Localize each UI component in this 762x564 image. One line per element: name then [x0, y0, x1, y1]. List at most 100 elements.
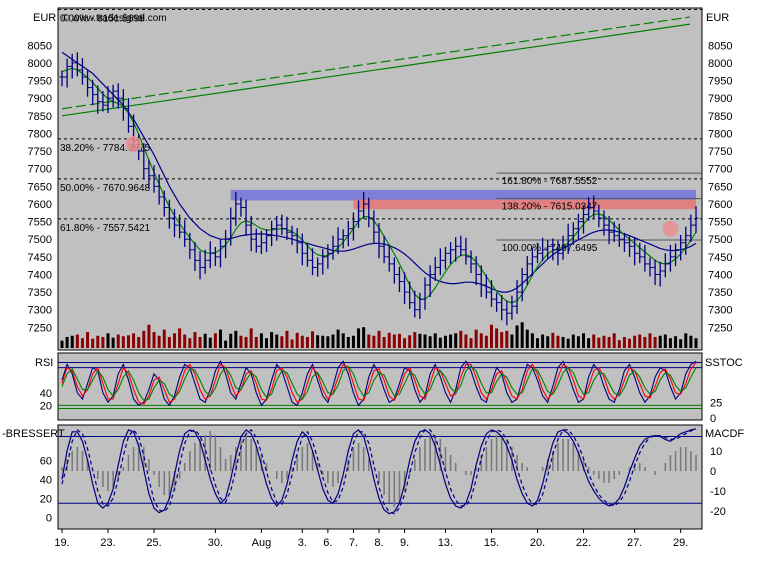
price-tick-right: 7300: [708, 305, 732, 317]
x-tick-label: 3.: [298, 537, 307, 549]
price-tick-left: 7500: [28, 234, 52, 246]
volume-bar: [75, 334, 79, 348]
price-tick-left: 7900: [28, 93, 52, 105]
volume-bar: [183, 334, 187, 348]
volume-bar: [167, 336, 171, 348]
volume-bar: [300, 335, 304, 348]
volume-bar: [132, 333, 136, 348]
volume-bar: [188, 338, 192, 348]
price-tick-left: 7600: [28, 199, 52, 211]
volume-bar: [341, 333, 345, 348]
signal-marker-1: [662, 220, 679, 237]
volume-bar: [377, 330, 381, 348]
volume-bar: [336, 329, 340, 348]
volume-bar: [418, 333, 422, 348]
resistance-band-1: [353, 199, 696, 210]
fib-label-right-0: 161.80% - 7687.5552: [502, 176, 598, 187]
x-tick-label: 29.: [673, 537, 688, 549]
price-unit-right: EUR: [706, 12, 729, 24]
price-tick-left: 7400: [28, 269, 52, 281]
volume-bar: [244, 336, 248, 348]
price-unit-left: EUR: [33, 12, 56, 24]
volume-bar: [658, 335, 662, 348]
volume-bar: [152, 332, 156, 348]
rsi-tick-left: 20: [40, 400, 52, 412]
volume-bar: [121, 336, 125, 348]
x-tick-label: 15.: [484, 537, 499, 549]
fib-label-left-3: 61.80% - 7557.5421: [60, 223, 151, 234]
price-tick-right: 7650: [708, 181, 732, 193]
price-tick-right: 8050: [708, 40, 732, 52]
price-tick-left: 7650: [28, 181, 52, 193]
volume-bar: [86, 332, 90, 348]
x-tick-label: 19.: [54, 537, 69, 549]
volume-bar: [91, 338, 95, 348]
x-tick-label: 22.: [576, 537, 591, 549]
volume-bar: [295, 332, 299, 348]
volume-bar: [607, 336, 611, 348]
volume-bar: [643, 336, 647, 348]
volume-bar: [525, 329, 529, 348]
volume-bar: [208, 337, 212, 348]
volume-bar: [638, 334, 642, 348]
volume-bar: [254, 336, 258, 348]
volume-bar: [433, 333, 437, 348]
price-tick-left: 8050: [28, 40, 52, 52]
volume-bar: [290, 339, 294, 348]
volume-bar: [392, 334, 396, 348]
bressert-tick-left: 40: [40, 474, 52, 486]
volume-bar: [612, 333, 616, 348]
bressert-panel: [57, 424, 703, 530]
macdf-label: MACDF: [705, 428, 744, 440]
volume-bar: [116, 334, 120, 348]
volume-bar: [203, 333, 207, 348]
volume-bar: [387, 332, 391, 348]
x-tick-label: 7.: [349, 537, 358, 549]
volume-bar: [556, 335, 560, 348]
bressert-tick-left: 20: [40, 493, 52, 505]
fib-label-left-1: 38.20% - 7784.3875: [60, 143, 151, 154]
rsi-series-0: [61, 360, 697, 407]
fib-label-left-2: 50.00% - 7670.9648: [60, 183, 151, 194]
volume-bar: [689, 335, 693, 348]
price-tick-left: 7250: [28, 322, 52, 334]
bressert-layer: [58, 428, 702, 515]
volume-bar: [106, 333, 110, 348]
volume-bar: [536, 338, 539, 348]
price-tick-left: 7450: [28, 252, 52, 264]
volume-bar: [541, 334, 545, 348]
price-tick-right: 7500: [708, 234, 732, 246]
volume-bar: [561, 336, 565, 348]
bressert-label: -BRESSERT: [2, 428, 65, 440]
price-tick-right: 8000: [708, 58, 732, 70]
x-tick-label: 25.: [146, 537, 161, 549]
x-tick-label: 30.: [208, 537, 223, 549]
price-tick-right: 7550: [708, 217, 732, 229]
volume-bar: [346, 336, 350, 348]
signal-marker-0: [125, 136, 142, 152]
price-tick-left: 7850: [28, 111, 52, 123]
axis-layer: 7250 7250 7300 7300 7350 7350 7400 7400 7450 7450…: [28, 40, 733, 549]
trendline-1: [61, 16, 691, 110]
x-tick-label: 8.: [374, 537, 383, 549]
volume-bar: [479, 333, 483, 348]
volume-bar: [428, 336, 432, 348]
price-tick-left: 7800: [28, 128, 52, 140]
volume-bar: [239, 335, 243, 348]
volume-bar: [520, 322, 524, 348]
volume-bar: [70, 335, 74, 348]
x-tick-label: 20.: [530, 537, 545, 549]
volume-bar: [362, 327, 366, 348]
volume-bar: [592, 334, 596, 348]
volume-bar: [679, 339, 683, 348]
volume-bar: [469, 338, 473, 348]
price-tick-left: 7950: [28, 76, 52, 88]
price-tick-right: 7450: [708, 252, 732, 264]
volume-bar: [311, 331, 315, 348]
x-tick-label: 9.: [400, 537, 409, 549]
volume-bar: [484, 335, 488, 348]
volume-bar: [648, 333, 652, 348]
rsi-label: RSI: [35, 357, 53, 369]
volume-bar: [571, 334, 575, 348]
